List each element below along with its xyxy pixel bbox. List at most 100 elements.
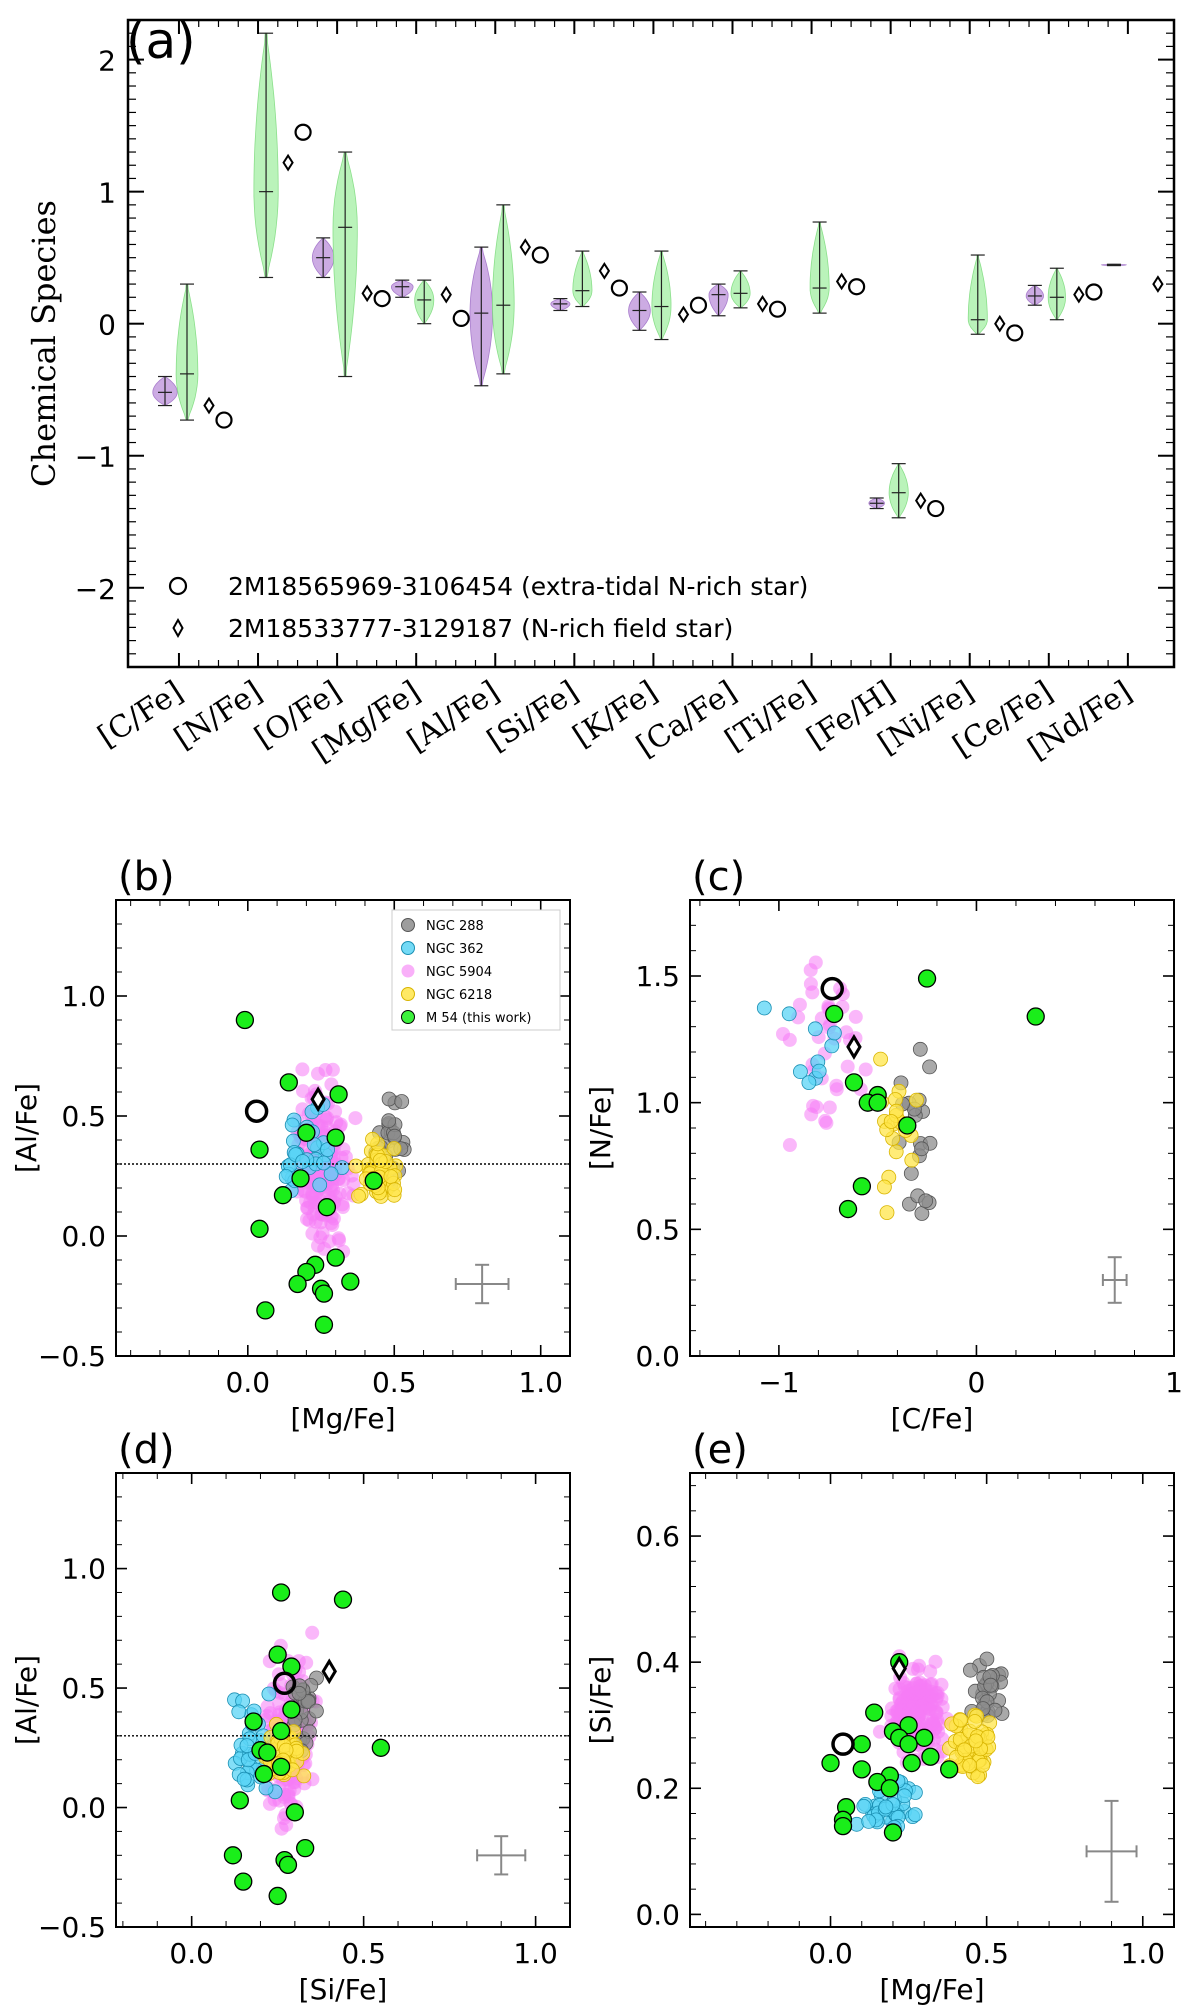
cluster-star-yel [365, 1131, 380, 1147]
extra-tidal-star-marker [215, 411, 233, 429]
cluster-star-cyan [323, 1166, 339, 1182]
cluster-star-mag [840, 1059, 855, 1074]
m54-star [915, 1728, 934, 1747]
m54-star [898, 1116, 917, 1135]
cluster-star-gray [963, 1662, 978, 1678]
cluster-star-yel [873, 1051, 888, 1067]
cluster-star-cyan [781, 1006, 797, 1022]
extra-tidal-star-marker [820, 976, 844, 1001]
extra-tidal-star-marker [1006, 324, 1024, 342]
cluster-star-mag [803, 963, 818, 978]
cluster-star-mag [792, 997, 807, 1012]
cluster-star-mag [333, 1117, 348, 1132]
field-star-marker [321, 1658, 337, 1685]
ylabel: [Al/Fe] [10, 1083, 43, 1173]
cluster-star-cyan [312, 1177, 328, 1193]
field-star-marker [677, 305, 690, 324]
cluster-star-gray [381, 1113, 397, 1129]
panel-a-category-label: [C/Fe] [92, 674, 189, 754]
cluster-star-gray [922, 1059, 937, 1075]
cluster-star-yel [348, 1158, 364, 1174]
m54-star [940, 1760, 959, 1779]
cluster-star-mag [900, 1696, 915, 1711]
cluster-star-cyan [304, 1104, 320, 1120]
m54-star [899, 1716, 918, 1735]
xtick-label: 0.5 [372, 1366, 417, 1399]
legend-marker [401, 964, 415, 978]
ytick-label: 0.5 [61, 1672, 106, 1705]
legend-diamond-icon [172, 617, 184, 639]
cluster-star-mag [930, 1685, 945, 1700]
m54-star [921, 1747, 940, 1766]
extra-tidal-star-marker [244, 1099, 269, 1123]
cluster-star-yel [888, 1144, 904, 1160]
field-star-marker [1152, 275, 1164, 293]
cluster-star-cyan [827, 1025, 842, 1041]
panel-a-ytick-label: −2 [75, 573, 116, 606]
cluster-star-cyan [306, 1137, 322, 1152]
cluster-star-cyan [811, 1063, 827, 1079]
cluster-star-gray [918, 1193, 934, 1209]
cluster-star-yel [351, 1188, 366, 1204]
cluster-star-gray [914, 1141, 929, 1157]
m54-star [865, 1703, 884, 1722]
xlabel: [Mg/Fe] [290, 1402, 395, 1435]
cluster-star-cyan [316, 1155, 332, 1171]
plot-area [756, 955, 1128, 1304]
m54-star [326, 1128, 345, 1147]
cluster-star-yel [296, 1768, 312, 1784]
panel-a-category-label: [Ti/Fe] [719, 674, 822, 758]
xtick-label: 0.5 [341, 1937, 386, 1970]
cluster-star-cyan [278, 1169, 294, 1184]
extra-tidal-star-marker [848, 278, 866, 296]
field-star-marker [282, 153, 294, 172]
m54-star [364, 1171, 383, 1190]
m54-star [329, 1085, 348, 1104]
panel-a-ytick-label: −1 [75, 441, 116, 474]
panel-title: (c) [692, 854, 745, 900]
m54-star [1026, 1007, 1045, 1026]
m54-star [285, 1803, 304, 1822]
extra-tidal-star-marker [272, 1671, 297, 1696]
cluster-star-cyan [807, 1021, 823, 1037]
cluster-star-yel [957, 1742, 972, 1758]
extra-tidal-star-marker [927, 499, 945, 518]
cluster-star-yel [383, 1169, 399, 1184]
m54-star [282, 1700, 301, 1719]
panel-frame [689, 1472, 1175, 1928]
cluster-star-mag [295, 1062, 310, 1077]
m54-star [297, 1123, 316, 1142]
m54-star [838, 1199, 858, 1219]
m54-star [852, 1177, 872, 1196]
xtick-label: 0.0 [808, 1937, 853, 1970]
panel-title: (e) [692, 1427, 748, 1473]
xtick-label: 0.0 [169, 1937, 214, 1970]
legend-marker [401, 1010, 415, 1024]
ytick-label: 0.0 [635, 1898, 680, 1931]
panel-a-category-label: [N/Fe] [168, 674, 268, 756]
m54-star [902, 1753, 921, 1773]
field-star-marker [835, 272, 848, 291]
cluster-star-yel [953, 1712, 968, 1728]
m54-star [244, 1712, 263, 1731]
field-star-marker [915, 491, 927, 510]
legend-extra-tidal-label: 2M18565969-3106454 (extra-tidal N-rich s… [228, 572, 808, 601]
cluster-star-cyan [824, 1038, 840, 1054]
ytick-label: 0.0 [635, 1340, 680, 1373]
cluster-star-cyan [756, 1000, 772, 1016]
m54-star [235, 1010, 255, 1030]
legend-circle-icon [168, 576, 188, 596]
m54-star [296, 1838, 315, 1858]
field-star-marker [846, 1034, 862, 1060]
cluster-star-mag [928, 1720, 943, 1735]
extra-tidal-star-marker [689, 296, 708, 314]
extra-tidal-star-marker [610, 279, 628, 297]
cluster-star-yel [387, 1182, 403, 1198]
m54-star [314, 1284, 334, 1303]
cluster-star-cyan [320, 1142, 336, 1157]
plot-area [116, 1583, 570, 1906]
cluster-star-cyan [295, 1154, 311, 1169]
m54-star [852, 1734, 871, 1754]
xlabel: [Mg/Fe] [879, 1973, 984, 2006]
cluster-star-mag [299, 1193, 314, 1208]
